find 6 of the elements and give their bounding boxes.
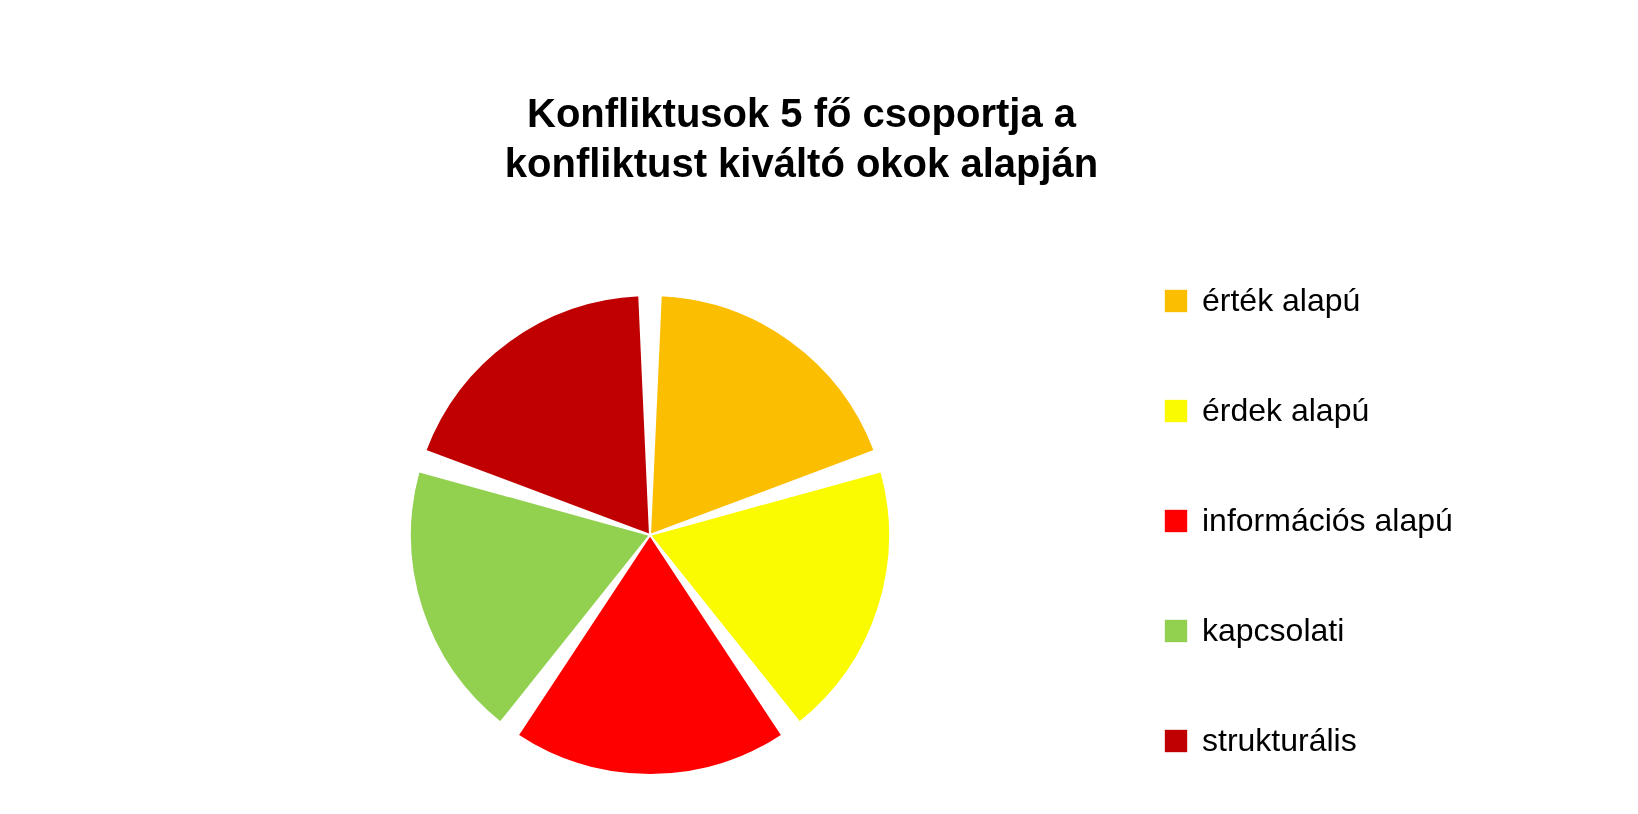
legend-label: strukturális <box>1202 722 1357 758</box>
legend-label: információs alapú <box>1202 502 1453 538</box>
legend-label: kapcsolati <box>1202 612 1345 648</box>
legend-label: érdek alapú <box>1202 392 1370 428</box>
legend-label: érték alapú <box>1202 282 1361 318</box>
chart-title: Konfliktusok 5 fő csoportja a konfliktust kiváltó okok alapján <box>504 91 1099 185</box>
